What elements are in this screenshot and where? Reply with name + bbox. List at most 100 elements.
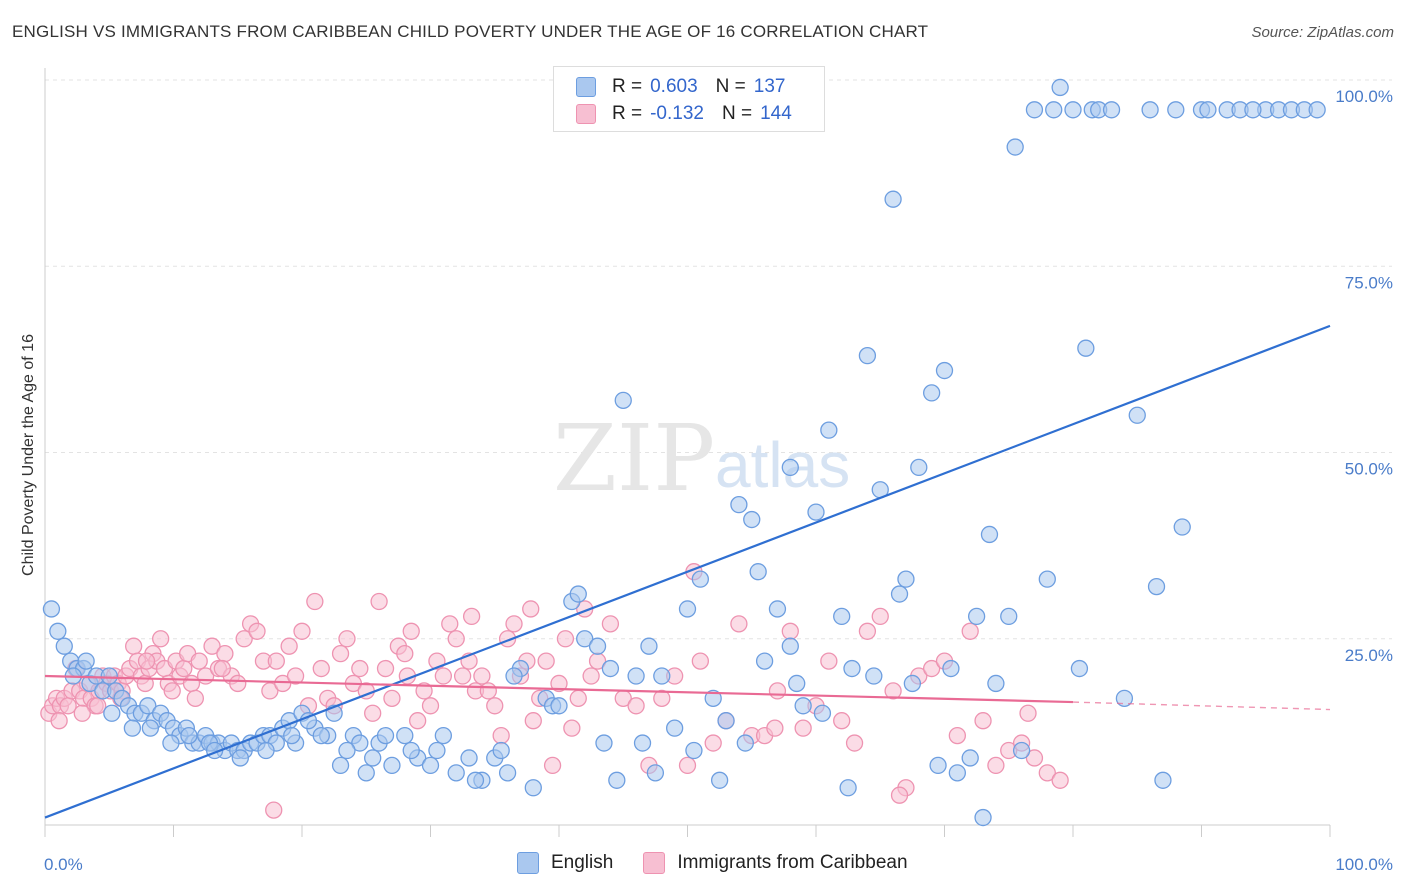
point-caribbean xyxy=(421,697,440,715)
point-english xyxy=(736,734,754,752)
series-legend: English Immigrants from Caribbean xyxy=(517,852,938,874)
point-english xyxy=(447,764,465,782)
point-english xyxy=(890,585,909,603)
point-english xyxy=(653,667,671,685)
point-caribbean xyxy=(408,712,427,730)
chart-source: Source: ZipAtlas.com xyxy=(1251,24,1394,41)
point-caribbean xyxy=(163,682,181,700)
series-caribbean-points xyxy=(40,563,1069,819)
point-english xyxy=(646,764,665,782)
point-caribbean xyxy=(1038,764,1056,782)
point-english xyxy=(820,421,838,439)
point-english xyxy=(843,659,861,678)
point-english xyxy=(428,741,446,760)
point-english xyxy=(691,570,709,588)
point-caribbean xyxy=(691,652,709,670)
point-english xyxy=(749,563,767,581)
tick-labels: 25.0% 50.0% 75.0% 100.0% 0.0% 100.0% xyxy=(44,87,1393,874)
point-english xyxy=(935,361,954,380)
trend-line-caribbean-extension xyxy=(1072,701,1331,711)
point-english xyxy=(498,764,517,782)
point-caribbean xyxy=(974,712,992,730)
point-caribbean xyxy=(182,674,201,693)
point-english xyxy=(505,667,523,685)
point-english xyxy=(794,697,812,715)
point-english xyxy=(929,756,947,775)
point-english xyxy=(569,585,587,603)
point-english xyxy=(55,637,73,655)
point-caribbean xyxy=(1051,771,1069,789)
point-caribbean xyxy=(961,622,979,640)
point-english xyxy=(1308,101,1326,119)
point-caribbean xyxy=(376,659,395,678)
point-english xyxy=(576,630,594,648)
point-english xyxy=(1045,101,1063,119)
point-caribbean xyxy=(73,704,91,722)
point-english xyxy=(601,659,620,678)
point-caribbean xyxy=(402,622,420,640)
point-english xyxy=(49,622,67,640)
trend-line-english xyxy=(44,324,1331,819)
point-english xyxy=(103,704,121,722)
point-english xyxy=(839,779,857,797)
point-caribbean xyxy=(563,719,581,737)
point-caribbean xyxy=(492,726,510,745)
legend-n-label: N = xyxy=(715,76,746,97)
point-english xyxy=(588,637,607,655)
point-english xyxy=(1070,659,1089,678)
point-english xyxy=(312,726,330,745)
point-english xyxy=(1064,101,1082,119)
point-caribbean xyxy=(794,719,812,737)
grid-lines xyxy=(45,79,1392,640)
legend-item-english[interactable]: English xyxy=(517,852,613,874)
point-caribbean xyxy=(235,630,253,648)
point-english xyxy=(257,741,275,760)
point-caribbean xyxy=(265,801,283,819)
point-caribbean xyxy=(987,756,1005,775)
point-caribbean xyxy=(261,682,279,700)
point-caribbean xyxy=(871,607,889,626)
point-caribbean xyxy=(396,645,414,663)
legend-r-value: 0.603 xyxy=(650,76,698,97)
point-caribbean xyxy=(447,630,465,648)
point-caribbean xyxy=(351,659,369,678)
point-english xyxy=(942,659,960,678)
point-english xyxy=(704,689,722,707)
point-english xyxy=(396,726,414,745)
point-english xyxy=(331,756,350,775)
point-english xyxy=(180,726,198,745)
point-english xyxy=(948,764,966,782)
point-caribbean xyxy=(248,622,266,640)
point-caribbean xyxy=(175,659,193,678)
legend-swatch-caribbean xyxy=(643,852,666,874)
point-caribbean xyxy=(601,615,620,633)
point-english xyxy=(987,674,1005,693)
point-english xyxy=(402,741,420,760)
legend-item-caribbean[interactable]: Immigrants from Caribbean xyxy=(643,852,908,874)
point-caribbean xyxy=(203,637,221,655)
point-caribbean xyxy=(845,734,864,752)
point-caribbean xyxy=(280,637,298,655)
legend-r-value: -0.132 xyxy=(650,103,704,124)
point-caribbean xyxy=(923,659,941,678)
point-caribbean xyxy=(543,756,562,775)
point-english xyxy=(813,704,832,722)
point-english xyxy=(685,741,703,760)
point-english xyxy=(781,458,799,477)
point-english xyxy=(1115,689,1134,707)
point-english xyxy=(1006,138,1024,156)
y-tick-label: 75.0% xyxy=(1345,273,1393,292)
point-caribbean xyxy=(582,667,600,685)
x-tick-label: 100.0% xyxy=(1335,855,1393,874)
point-caribbean xyxy=(704,734,722,752)
point-english xyxy=(364,749,382,767)
correlation-legend: R = 0.603 N = 137 R = -0.132 N = 144 xyxy=(553,66,825,132)
point-caribbean xyxy=(884,682,902,700)
point-english xyxy=(730,495,748,514)
point-caribbean xyxy=(453,667,472,685)
point-english xyxy=(492,741,510,760)
point-caribbean xyxy=(186,689,204,707)
point-caribbean xyxy=(370,592,388,611)
point-english xyxy=(768,600,787,618)
point-english xyxy=(351,734,369,752)
